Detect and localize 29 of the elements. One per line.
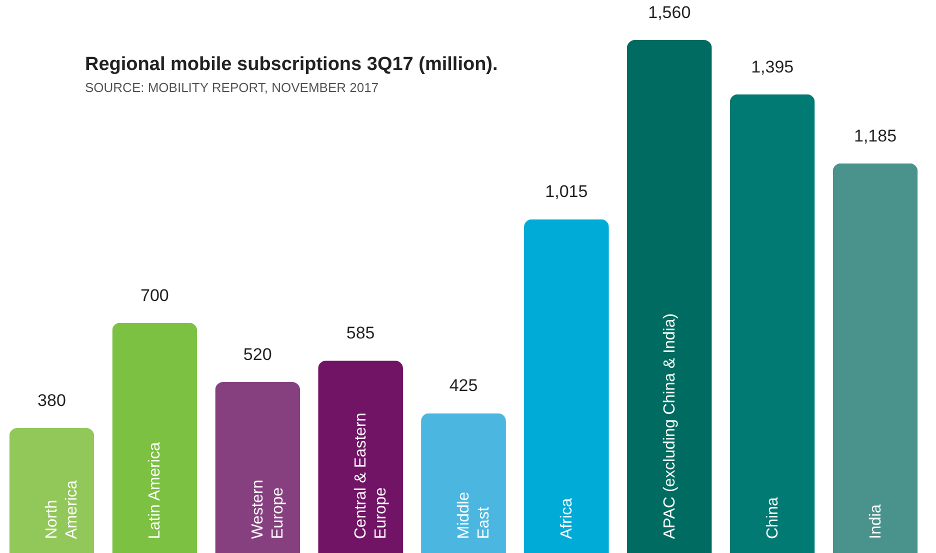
data-label: 585 (346, 324, 375, 343)
x-tick-label: North America (44, 480, 81, 539)
bar (524, 219, 609, 553)
bar (832, 163, 918, 553)
bar (318, 360, 404, 553)
data-label: 520 (243, 345, 272, 364)
x-tick-label: APAC (excluding China & India) (661, 313, 678, 539)
bar (421, 413, 506, 553)
bar (9, 428, 94, 553)
data-label: 1,185 (854, 126, 897, 146)
bar (112, 322, 198, 553)
x-tick-label: Western Europe (250, 480, 287, 539)
data-label: 1,015 (545, 182, 588, 202)
annotation: SOURCE: MOBILITY REPORT, NOVEMBER 2017 (85, 80, 379, 95)
bar (626, 40, 712, 553)
x-tick-label: Middle East (456, 492, 492, 539)
x-tick-label: Central & Eastern Europe (352, 412, 390, 539)
data-label: 380 (38, 391, 66, 410)
x-tick-label: India (867, 504, 884, 539)
x-tick-label: China (764, 497, 782, 539)
bar (730, 94, 815, 553)
x-tick-label: Africa (558, 498, 576, 539)
text: Regional mobile subscriptions 3Q17 (million). (85, 54, 498, 75)
data-label: 425 (449, 376, 478, 396)
data-label: 1,560 (648, 3, 691, 22)
x-tick-label: Latin America (146, 442, 164, 539)
data-label: 1,395 (751, 57, 794, 76)
data-label: 700 (140, 286, 169, 305)
bar (215, 382, 300, 553)
